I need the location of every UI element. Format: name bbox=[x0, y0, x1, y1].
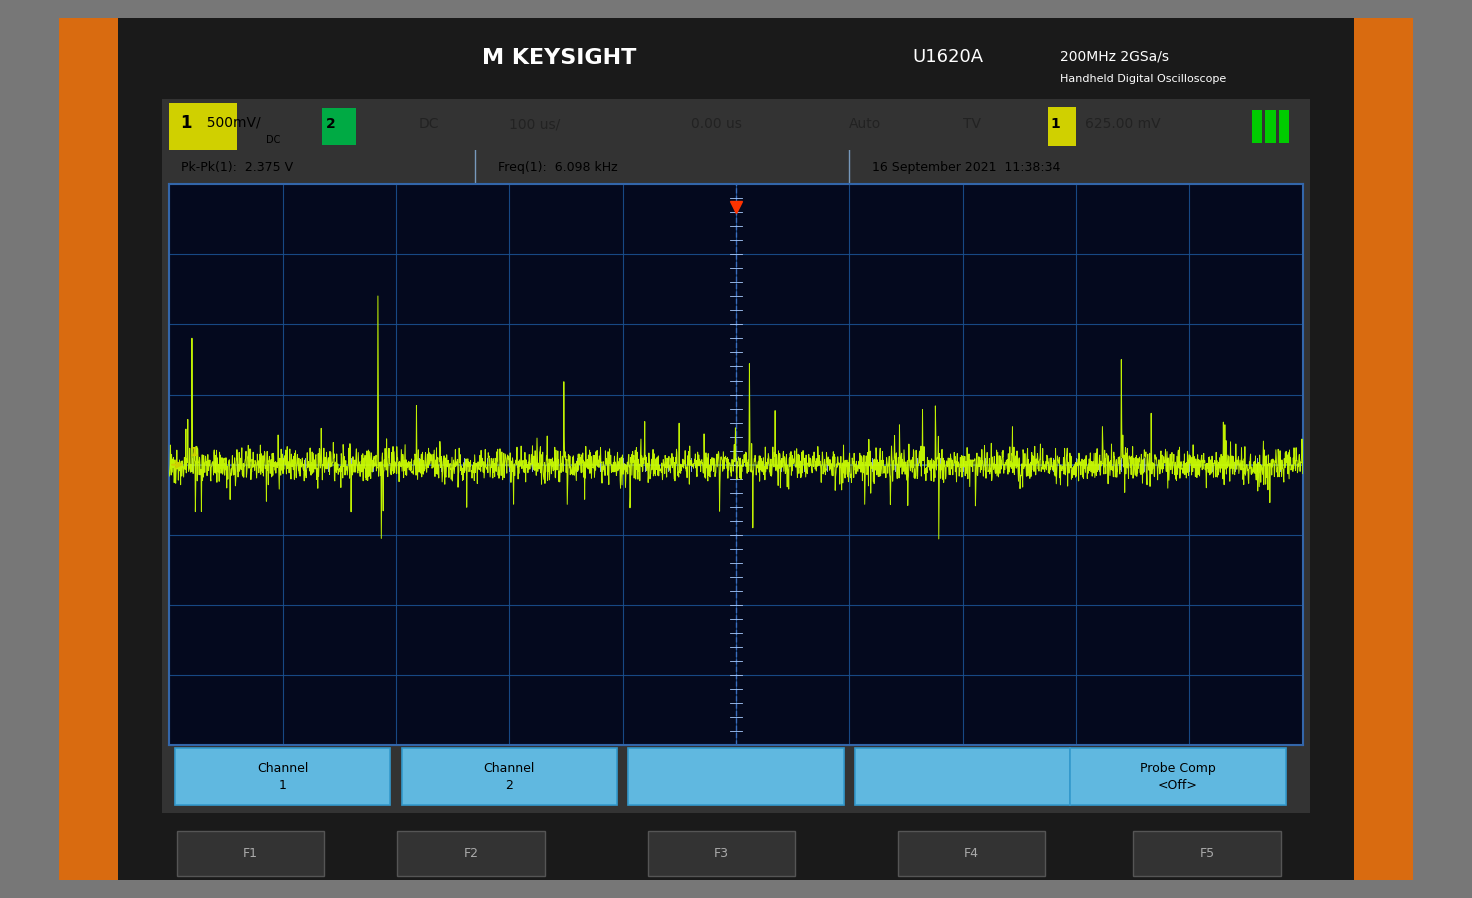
Text: Channel
1: Channel 1 bbox=[258, 762, 308, 792]
Text: 500mV/: 500mV/ bbox=[197, 116, 261, 130]
Text: 625.00 mV: 625.00 mV bbox=[1085, 118, 1161, 131]
Text: F1: F1 bbox=[243, 847, 258, 859]
Text: U1620A: U1620A bbox=[913, 48, 983, 66]
Text: DC: DC bbox=[418, 118, 439, 131]
Text: F5: F5 bbox=[1200, 847, 1214, 859]
Bar bbox=[1354, 18, 1413, 880]
Bar bbox=[1266, 110, 1276, 143]
Bar bbox=[1251, 110, 1262, 143]
Bar bbox=[1279, 110, 1289, 143]
Bar bbox=[118, 18, 1354, 108]
Bar bbox=[1048, 107, 1076, 146]
Text: Freq(1):  6.098 kHz: Freq(1): 6.098 kHz bbox=[498, 161, 618, 173]
Bar bbox=[322, 108, 356, 145]
Bar bbox=[397, 831, 545, 876]
Text: Channel
2: Channel 2 bbox=[484, 762, 534, 792]
Text: 1: 1 bbox=[190, 446, 199, 459]
Bar bbox=[629, 749, 843, 805]
Bar bbox=[402, 749, 617, 805]
Text: 1: 1 bbox=[181, 114, 193, 132]
Text: 2: 2 bbox=[325, 118, 336, 131]
Bar bbox=[59, 18, 118, 880]
Text: TV: TV bbox=[963, 118, 980, 131]
Text: 200MHz 2GSa/s: 200MHz 2GSa/s bbox=[1060, 49, 1169, 64]
Text: Handheld Digital Oscilloscope: Handheld Digital Oscilloscope bbox=[1060, 74, 1226, 84]
Bar bbox=[169, 103, 237, 150]
Text: 0.00 us: 0.00 us bbox=[690, 118, 742, 131]
Text: DC: DC bbox=[265, 135, 280, 145]
Bar bbox=[855, 749, 1070, 805]
Bar bbox=[648, 831, 795, 876]
Text: Probe Comp
<Off>: Probe Comp <Off> bbox=[1141, 762, 1216, 792]
Text: F4: F4 bbox=[964, 847, 979, 859]
Text: 1: 1 bbox=[1050, 118, 1060, 131]
Text: 100 us/: 100 us/ bbox=[509, 118, 561, 131]
Text: F2: F2 bbox=[464, 847, 478, 859]
Text: 16 September 2021  11:38:34: 16 September 2021 11:38:34 bbox=[871, 161, 1060, 173]
Bar bbox=[898, 831, 1045, 876]
Bar bbox=[1070, 749, 1285, 805]
Text: Pk-Pk(1):  2.375 V: Pk-Pk(1): 2.375 V bbox=[181, 161, 293, 173]
Bar bbox=[162, 99, 1310, 813]
Text: M KEYSIGHT: M KEYSIGHT bbox=[483, 48, 636, 68]
Bar bbox=[1133, 831, 1281, 876]
Bar bbox=[175, 749, 390, 805]
Text: Auto: Auto bbox=[849, 118, 882, 131]
Bar bbox=[177, 831, 324, 876]
Text: F3: F3 bbox=[714, 847, 729, 859]
